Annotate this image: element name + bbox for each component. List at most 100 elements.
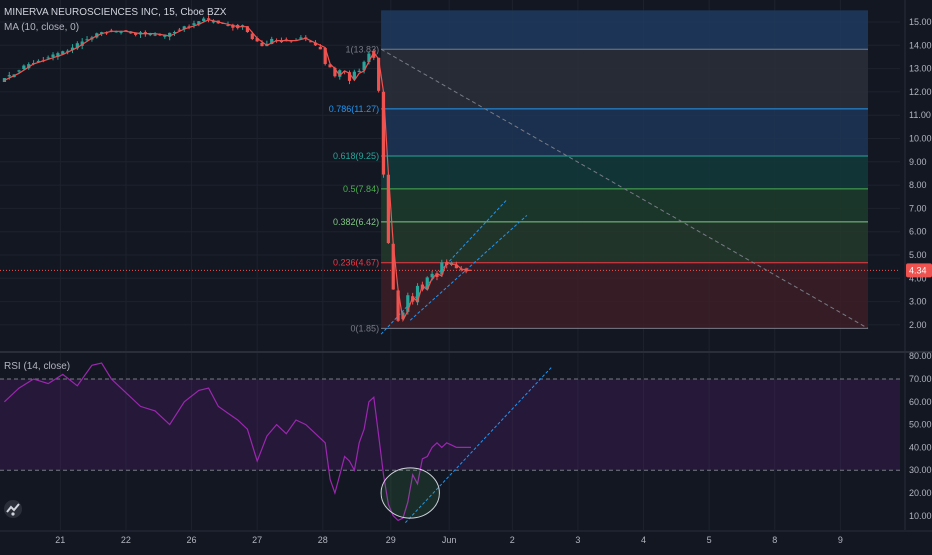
fib-level-label: 0.382(6.42) <box>333 217 379 227</box>
candle-body <box>211 20 216 23</box>
candle-body <box>27 64 31 69</box>
candle-body <box>260 42 264 47</box>
candle-body <box>454 264 459 269</box>
candle-body <box>75 43 79 49</box>
candle-body <box>80 41 84 46</box>
rsi-tick-label: 20.00 <box>909 488 932 498</box>
candle-body <box>415 285 420 303</box>
candle-body <box>192 23 196 25</box>
candle-body <box>119 31 123 33</box>
candle-body <box>255 38 259 42</box>
candle-body <box>70 47 75 51</box>
candle-body <box>46 57 50 59</box>
price-tick-label: 13.00 <box>909 64 932 74</box>
candle-body <box>313 42 318 46</box>
time-tick-label: Jun <box>442 535 457 545</box>
candle-body <box>226 25 230 27</box>
time-tick-label: 9 <box>838 535 843 545</box>
candle-body <box>362 61 366 71</box>
candle-body <box>245 26 250 33</box>
candle-body <box>51 54 55 57</box>
time-tick-label: 28 <box>318 535 328 545</box>
candle-body <box>270 38 274 44</box>
candle-body <box>284 39 288 41</box>
time-tick-label: 3 <box>575 535 580 545</box>
price-tick-label: 6.00 <box>909 227 927 237</box>
price-tick-label: 8.00 <box>909 180 927 190</box>
candle-body <box>411 296 415 302</box>
candle-body <box>36 60 41 63</box>
candle-body <box>206 18 211 20</box>
price-tick-label: 3.00 <box>909 297 927 307</box>
candle-body <box>381 91 386 175</box>
candle-body <box>148 33 152 36</box>
fib-level-label: 0.236(4.67) <box>333 258 379 268</box>
price-tick-label: 2.00 <box>909 320 927 330</box>
time-tick-label: 8 <box>772 535 777 545</box>
candle-body <box>328 64 332 68</box>
rsi-tick-label: 40.00 <box>909 442 932 452</box>
ma-indicator-label[interactable]: MA (10, close, 0) <box>4 22 80 33</box>
candle-body <box>177 29 181 31</box>
fib-level-label: 1(13.83) <box>346 44 380 54</box>
time-tick-label: 4 <box>641 535 646 545</box>
time-tick-label: 27 <box>252 535 262 545</box>
candle-body <box>401 312 405 320</box>
candle-body <box>240 25 245 27</box>
time-tick-label: 2 <box>510 535 515 545</box>
candle-body <box>391 243 395 290</box>
candle-body <box>22 65 26 70</box>
price-tick-label: 7.00 <box>909 203 927 213</box>
candle-body <box>172 31 177 33</box>
rsi-tick-label: 30.00 <box>909 465 932 475</box>
candle-body <box>357 70 361 73</box>
time-tick-label: 26 <box>187 535 197 545</box>
rsi-line <box>3 362 471 522</box>
candle-body <box>134 32 138 35</box>
candle-body <box>56 53 60 57</box>
symbol-title: MINERVA NEUROSCIENCES INC, 15, Cboe BZX <box>4 7 227 18</box>
rsi-tick-label: 70.00 <box>909 374 932 384</box>
tradingview-logo-icon[interactable] <box>4 500 22 518</box>
candle-body <box>61 51 65 55</box>
candle-body <box>318 46 322 50</box>
rsi-indicator-label[interactable]: RSI (14, close) <box>4 361 71 372</box>
candle-body <box>279 40 284 43</box>
rsi-highlight-ellipse <box>380 467 440 519</box>
candle-body <box>202 18 206 22</box>
candle-body <box>7 75 11 77</box>
candle-body <box>352 71 356 79</box>
price-tick-label: 10.00 <box>909 134 932 144</box>
candle-body <box>85 39 89 41</box>
fib-zone <box>381 108 868 156</box>
candle-body <box>425 277 429 290</box>
candle-body <box>372 50 376 58</box>
time-tick-label: 21 <box>55 535 65 545</box>
fib-zone <box>381 262 868 329</box>
rsi-tick-label: 60.00 <box>909 397 932 407</box>
candle-body <box>182 26 186 30</box>
fib-zone <box>381 10 868 50</box>
price-tick-label: 9.00 <box>909 157 927 167</box>
time-tick-label: 29 <box>386 535 396 545</box>
candle-body <box>386 174 390 244</box>
candle-body <box>17 70 21 72</box>
fib-level-label: 0.786(11.27) <box>329 104 379 114</box>
rsi-band-fill <box>0 379 900 471</box>
candle-body <box>323 47 327 64</box>
candle-body <box>168 32 172 37</box>
candle-body <box>231 24 235 28</box>
candle-body <box>440 262 444 275</box>
rsi-tick-label: 50.00 <box>909 420 932 430</box>
candle-body <box>333 67 337 77</box>
candle-body <box>299 37 303 39</box>
candle-body <box>153 34 157 36</box>
candle-body <box>396 290 400 321</box>
time-tick-label: 22 <box>121 535 131 545</box>
price-tick-label: 12.00 <box>909 87 932 97</box>
candle-body <box>377 57 381 91</box>
candle-body <box>338 70 342 77</box>
current-price-value: 4.34 <box>909 265 927 275</box>
